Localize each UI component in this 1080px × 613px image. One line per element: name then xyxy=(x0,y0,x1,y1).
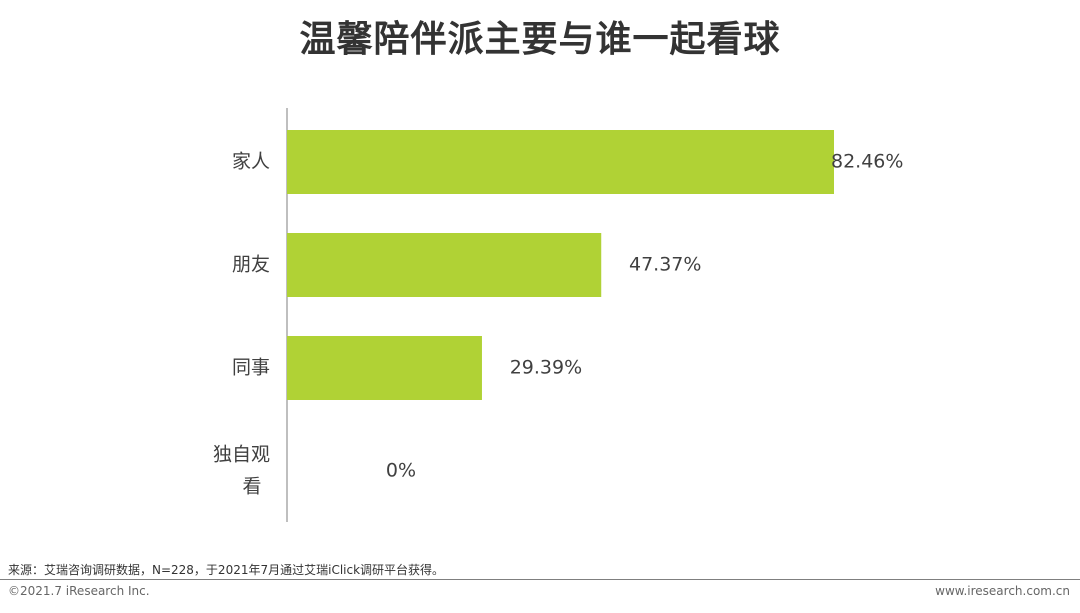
category-label-3-line-1: 看 xyxy=(242,476,261,498)
category-label-2: 同事 xyxy=(232,357,270,379)
bar-0 xyxy=(287,130,834,194)
category-label-1: 朋友 xyxy=(232,254,270,276)
value-label-3: 0% xyxy=(386,460,416,482)
chart-title: 温馨陪伴派主要与谁一起看球 xyxy=(299,19,781,60)
bar-2 xyxy=(287,336,482,400)
category-label-3-line-0: 独自观 xyxy=(213,444,270,466)
website-url: www.iresearch.com.cn xyxy=(935,584,1070,598)
copyright-text: ©2021.7 iResearch Inc. xyxy=(8,584,150,598)
value-label-1: 47.37% xyxy=(629,254,701,276)
bar-1 xyxy=(287,233,602,297)
source-note: 来源：艾瑞咨询调研数据，N=228，于2021年7月通过艾瑞iClick调研平台… xyxy=(8,563,445,577)
value-label-2: 29.39% xyxy=(510,357,582,379)
footer-divider xyxy=(0,579,1080,580)
category-label-0: 家人 xyxy=(232,151,270,173)
value-label-0: 82.46% xyxy=(831,151,903,173)
